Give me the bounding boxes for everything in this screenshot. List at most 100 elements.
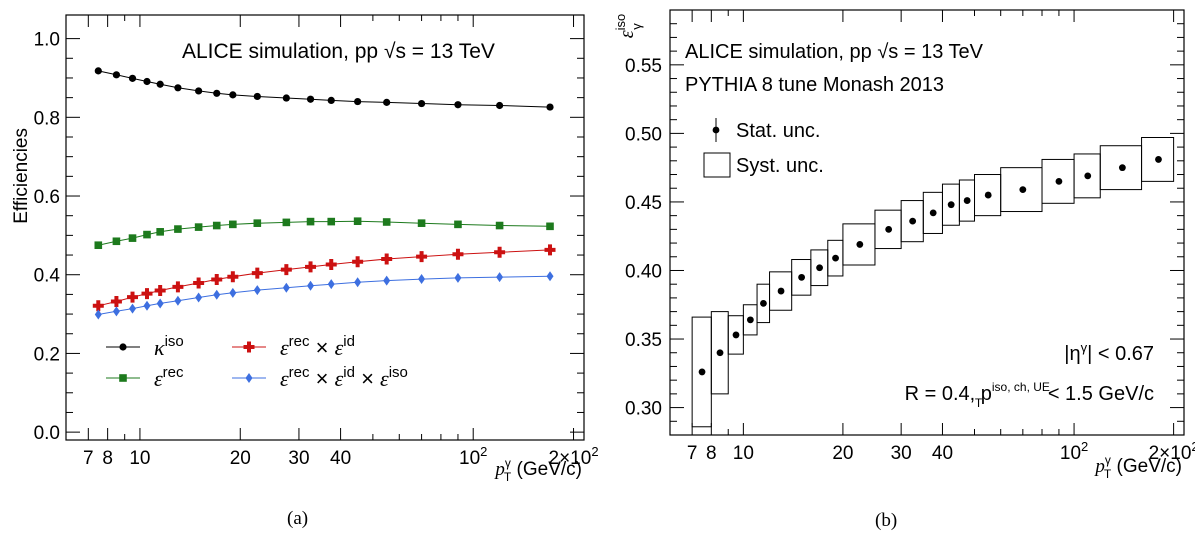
data-point [212,221,221,230]
x-tick-label: 40 [330,448,351,469]
legend-label: κiso [154,333,184,360]
syst-box [1141,137,1175,182]
data-point [496,272,504,283]
data-point [112,237,121,246]
data-point [282,282,290,293]
annotation-isolation-cut: R = 0.4, piso, ch, UE T < 1.5 GeV/c [905,380,1154,410]
data-point [174,225,182,233]
data-point [327,217,336,226]
y-axis-title: Efficiencies [11,128,32,224]
data-point [856,241,864,248]
y-tick-label: 0.55 [625,56,662,77]
panel-b-caption: (b) [875,510,898,531]
legend-marker [119,343,127,351]
data-point [156,80,164,88]
legend-marker [243,341,255,353]
data-point [495,101,504,110]
data-point [417,219,426,227]
x-tick-label: 8 [706,443,717,464]
y-tick-label: 0.35 [625,330,662,351]
data-point [229,287,237,298]
x-tick-label: 7 [687,443,698,464]
y-axis-title: εisoγ [613,14,644,39]
data-point [1118,164,1126,172]
x-tick-label: 8 [102,448,113,469]
legend-stat-label: Stat. unc. [736,120,821,142]
x-tick-label: 10 [733,443,754,464]
y-tick-label: 0.40 [625,261,662,282]
data-point [213,289,221,300]
y-tick-label: 1.0 [34,30,60,51]
data-point [156,228,164,236]
data-point [253,92,261,101]
data-point [229,91,237,99]
data-point [382,218,391,226]
data-point [156,298,164,309]
data-point [143,230,151,239]
x-tick-label: 20 [832,443,853,464]
data-point [195,292,203,303]
data-point [174,295,182,306]
data-point [381,253,393,265]
series-line [98,70,551,108]
legend-label: εrec [154,364,184,391]
x-axis-title: pγ T (GeV/c) [493,456,582,484]
data-point [211,273,223,285]
data-point [154,284,166,296]
data-point [760,299,767,307]
data-point [1055,177,1063,185]
data-point [777,287,785,295]
data-point [174,84,182,92]
plot-frame [669,9,1185,436]
data-point [94,309,102,320]
x-tick-label: 10 [129,448,150,469]
data-point [94,241,103,250]
x-tick-label: 7 [83,448,94,469]
data-point [418,274,426,285]
x-tick-label: 30 [891,443,912,464]
data-point [195,87,203,95]
x-tick-label: 20 [230,448,251,469]
data-point [963,197,971,204]
x-tick-label: 2×102 [1149,439,1195,464]
data-point [746,316,754,324]
data-point [307,280,315,291]
legend-syst-label: Syst. unc. [736,155,824,177]
annotation-pythia: PYTHIA 8 tune Monash 2013 [685,74,944,96]
y-tick-label: 0.8 [34,108,60,129]
data-point [454,220,462,229]
data-point [354,97,362,106]
data-point [416,251,428,263]
data-point [112,306,120,317]
data-point [141,288,153,300]
data-point [227,271,239,283]
data-point [452,248,464,260]
data-point [251,267,263,279]
y-tick-label: 0.45 [625,193,662,214]
legend-label: εrec × εid [280,333,355,360]
data-point [253,285,261,296]
legend: κiso εrec εrec × εid εrec × εid × εiso [106,333,408,391]
data-point [112,71,121,79]
data-point [454,272,462,283]
data-point [885,225,893,233]
data-point [494,246,506,258]
x-axis-title: pγ T (GeV/c) [1093,453,1182,481]
data-point [544,244,556,256]
data-point [546,103,554,111]
data-point [128,74,137,82]
data-point [546,271,554,282]
data-point [816,264,823,272]
x-tick-label: 30 [288,448,309,469]
data-point [1084,172,1092,180]
legend-syst-marker [703,152,731,178]
data-point [327,96,335,104]
data-point [352,256,364,268]
legend-label: εrec × εid × εiso [280,364,408,391]
data-point [1019,186,1027,193]
data-point [193,277,205,289]
plot-frame [65,14,585,441]
data-point [305,261,317,273]
legend-stat-marker [712,126,720,134]
data-point [110,295,122,307]
